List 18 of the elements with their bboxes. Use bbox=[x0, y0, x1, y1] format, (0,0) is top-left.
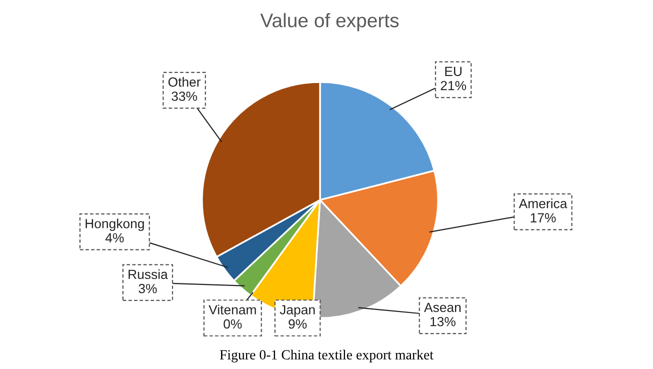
slice-label: Japan bbox=[280, 305, 315, 318]
data-label: 21% bbox=[440, 80, 466, 90]
chart-title: Value of experts bbox=[260, 13, 399, 32]
caption: Figure 0-1 China textile export market bbox=[220, 350, 434, 362]
legend-label: Vitenam bbox=[208, 304, 256, 314]
slice-label: Russia bbox=[128, 269, 168, 280]
text: 0% bbox=[224, 319, 242, 329]
data-label: 13% bbox=[430, 316, 456, 326]
data-label: 9% bbox=[288, 319, 307, 329]
slice-label: America bbox=[518, 198, 568, 208]
data-label: 4% bbox=[105, 233, 124, 242]
slice-label: Asean bbox=[424, 302, 461, 312]
slice-label: Other bbox=[168, 77, 201, 87]
data-label: 17% bbox=[530, 213, 556, 222]
data-label: 3% bbox=[138, 284, 157, 294]
data-label: 33% bbox=[172, 92, 198, 101]
slice-label: Hongkong bbox=[86, 218, 144, 231]
slice-label: EU bbox=[445, 66, 462, 76]
